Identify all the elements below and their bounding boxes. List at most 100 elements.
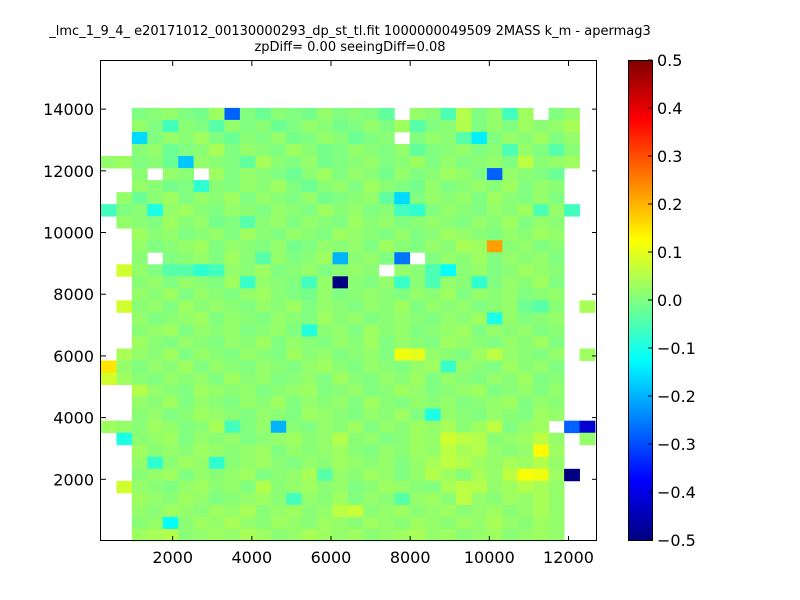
heatmap-cell: [533, 360, 550, 373]
heatmap-cell: [548, 156, 565, 169]
heatmap-cell: [147, 204, 164, 217]
heatmap-cell: [209, 528, 225, 542]
heatmap-cell: [209, 228, 225, 241]
heatmap-cell: [363, 480, 380, 494]
heatmap-cell: [317, 264, 333, 277]
heatmap-cell: [286, 420, 303, 434]
heatmap-cell: [162, 131, 179, 145]
heatmap-cell: [332, 444, 349, 458]
colorbar-segment: [628, 452, 652, 457]
heatmap-cell: [363, 396, 380, 410]
colorbar-segment: [628, 184, 652, 189]
colorbar-segment: [628, 532, 652, 537]
heatmap-cell: [147, 372, 164, 385]
heatmap-cell: [178, 228, 195, 241]
colorbar-segment: [628, 292, 652, 297]
heatmap-cell: [286, 240, 303, 253]
heatmap-cell: [178, 276, 195, 289]
heatmap-cell: [270, 107, 287, 121]
heatmap-cell: [162, 312, 179, 325]
colorbar-segment: [628, 268, 652, 273]
heatmap-cell: [101, 204, 117, 217]
colorbar-segment: [628, 276, 652, 281]
heatmap-cell: [147, 516, 164, 530]
heatmap-cell: [440, 252, 457, 265]
heatmap-cell: [394, 324, 411, 337]
heatmap-cell: [270, 372, 287, 385]
heatmap-cell: [286, 456, 303, 470]
heatmap-cell: [456, 216, 472, 229]
heatmap-cell: [162, 119, 179, 133]
heatmap-cell: [286, 528, 303, 542]
heatmap-cell: [533, 480, 550, 494]
heatmap-cell: [456, 240, 472, 253]
heatmap-cell: [456, 168, 472, 181]
heatmap-cell: [502, 336, 519, 349]
heatmap-cell: [409, 384, 426, 398]
heatmap-cell: [471, 192, 488, 205]
heatmap-cell: [378, 131, 395, 145]
heatmap-cell: [378, 492, 395, 506]
heatmap-cell: [363, 204, 380, 217]
heatmap-cell: [425, 504, 442, 518]
heatmap-cell: [517, 420, 534, 434]
heatmap-cell: [317, 504, 333, 518]
heatmap-cell: [286, 384, 303, 398]
heatmap-cell: [502, 516, 519, 530]
heatmap-cell: [147, 288, 164, 301]
heatmap-cell: [162, 456, 179, 470]
heatmap-cell: [486, 348, 503, 361]
heatmap-cell: [224, 288, 241, 301]
heatmap-cell: [286, 288, 303, 301]
heatmap-cell: [471, 504, 488, 518]
heatmap-cell: [502, 216, 519, 229]
heatmap-cell: [301, 432, 318, 446]
heatmap-cell: [533, 492, 550, 506]
heatmap-cell: [409, 372, 426, 385]
heatmap-cell: [471, 252, 488, 265]
heatmap-cell: [224, 168, 241, 181]
heatmap-cell: [471, 216, 488, 229]
heatmap-cell: [363, 336, 380, 349]
heatmap-cell: [533, 468, 550, 482]
heatmap-cell: [224, 252, 241, 265]
heatmap-cell: [209, 168, 225, 181]
heatmap-cell: [332, 360, 349, 373]
heatmap-cell: [131, 156, 148, 169]
heatmap-cell: [239, 192, 256, 205]
heatmap-cell: [209, 107, 225, 121]
heatmap-cell: [486, 408, 503, 422]
heatmap-cell: [239, 143, 256, 157]
heatmap-cell: [301, 468, 318, 482]
heatmap-cell: [517, 348, 534, 361]
heatmap-cell: [162, 432, 179, 446]
heatmap-cell: [162, 348, 179, 361]
heatmap-cell: [255, 492, 272, 506]
heatmap-cell: [471, 444, 488, 458]
heatmap-cell: [548, 119, 565, 133]
heatmap-cell: [440, 384, 457, 398]
heatmap-cell: [224, 504, 241, 518]
heatmap-cell: [363, 216, 380, 229]
heatmap-cell: [239, 468, 256, 482]
heatmap-cell: [193, 324, 210, 337]
heatmap-cell: [425, 288, 442, 301]
heatmap-cell: [347, 131, 364, 145]
heatmap-cell: [147, 468, 164, 482]
heatmap-cell: [502, 300, 519, 313]
heatmap-cell: [347, 312, 364, 325]
heatmap-cell: [378, 456, 395, 470]
colorbar-segment: [628, 500, 652, 505]
heatmap-cell: [301, 384, 318, 398]
heatmap-cell: [193, 504, 210, 518]
heatmap-cell: [209, 119, 225, 133]
heatmap-cell: [178, 288, 195, 301]
heatmap-cell: [425, 528, 442, 542]
heatmap-cell: [347, 336, 364, 349]
heatmap-cell: [332, 492, 349, 506]
heatmap-cell: [286, 492, 303, 506]
heatmap-cell: [147, 408, 164, 422]
heatmap-cell: [317, 288, 333, 301]
heatmap-cell: [317, 420, 333, 434]
heatmap-cell: [270, 119, 287, 133]
